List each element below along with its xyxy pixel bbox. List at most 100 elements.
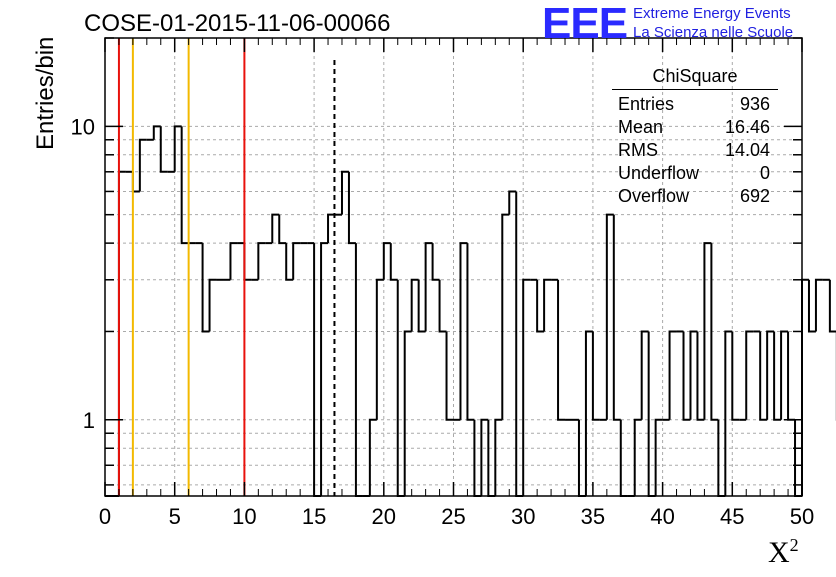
histogram-bin (138, 138, 147, 192)
histogram-bin (494, 418, 503, 496)
histogram-bin (396, 279, 405, 497)
histogram-bin (480, 418, 489, 496)
histogram-bin (271, 213, 280, 244)
histogram-bin (605, 213, 614, 420)
logo-line-1: Extreme Energy Events (633, 5, 791, 22)
histogram-bin (543, 278, 552, 332)
histogram-bin (173, 125, 182, 172)
histogram-bin (787, 331, 796, 421)
histogram-bin (536, 279, 545, 333)
stats-row-entries: Entries 936 (612, 94, 778, 117)
x-tick-label: 10 (232, 504, 256, 529)
x-tick-label: 40 (650, 504, 674, 529)
x-tick-label: 45 (720, 504, 744, 529)
histogram-bin (327, 213, 336, 244)
histogram-bin (515, 191, 524, 497)
histogram-bin (591, 331, 600, 421)
logo-line-2: La Scienza nelle Scuole (633, 24, 794, 41)
histogram-bin (131, 171, 140, 193)
stats-value: 0 (759, 163, 770, 183)
x-tick-label: 20 (372, 504, 396, 529)
histogram-bin (152, 125, 161, 140)
x-axis-label-sup: 2 (789, 535, 799, 555)
histogram-bin (703, 242, 712, 420)
histogram-bin (410, 278, 419, 332)
x-tick-label: 5 (169, 504, 181, 529)
histogram-bin (438, 279, 447, 333)
histogram-bin (745, 330, 754, 420)
stats-value: 14.04 (724, 140, 770, 160)
x-tick-label: 50 (790, 504, 814, 529)
histogram-bin (229, 242, 238, 280)
histogram-bin (180, 126, 189, 245)
stats-label: Underflow (618, 163, 700, 183)
x-tick-label: 0 (99, 504, 111, 529)
histogram-bin (814, 278, 823, 332)
histogram-bin (773, 331, 782, 421)
y-tick-label: 1 (83, 408, 95, 433)
histogram-bin (403, 330, 412, 496)
histogram-bin (557, 279, 566, 421)
histogram-bin (382, 242, 391, 280)
histogram-bin (612, 214, 621, 421)
histogram-bin (257, 242, 266, 280)
histogram-bin (459, 242, 468, 420)
stats-row-underflow: Underflow 0 (612, 163, 778, 186)
histogram-bin (347, 171, 356, 245)
y-tick-label: 10 (71, 114, 95, 139)
histogram-bin (292, 242, 301, 280)
stats-box: ChiSquare Entries 936 Mean 16.46 RMS 14.… (612, 66, 778, 209)
stats-row-overflow: Overflow 692 (612, 186, 778, 209)
histogram-bin (828, 279, 836, 333)
histogram-bin (522, 278, 531, 496)
histogram-bin (424, 242, 433, 332)
y-axis-label: Entries/bin (32, 36, 59, 150)
histogram-bin (689, 330, 698, 420)
chart-title: COSE-01-2015-11-06-00066 (84, 10, 391, 37)
histogram-bin (117, 170, 126, 496)
histogram-bin (724, 330, 733, 496)
histogram-bin (320, 242, 329, 496)
histogram-bin (285, 243, 294, 281)
eee-logo: EEE Extreme Energy Events La Scienza nel… (542, 2, 793, 46)
x-axis-label: X2 (768, 535, 799, 570)
histogram-bin (159, 126, 168, 173)
histogram-bin (431, 243, 440, 281)
histogram-bin (375, 278, 384, 420)
histogram-bin (668, 330, 677, 420)
histogram-bin (208, 278, 217, 332)
histogram-bin (368, 418, 377, 496)
histogram-bin (201, 243, 210, 333)
eee-logo-mark: EEE (542, 0, 628, 48)
histogram-bin (801, 278, 809, 496)
histogram-bin (243, 243, 252, 281)
histogram-bin (501, 213, 510, 420)
stats-label: Overflow (618, 186, 690, 206)
stats-label: Entries (618, 94, 675, 114)
x-tick-label: 35 (581, 504, 605, 529)
histogram-bin (340, 170, 349, 215)
x-tick-label: 30 (511, 504, 535, 529)
histogram-bin (640, 330, 649, 420)
stats-value: 16.46 (724, 117, 770, 137)
histogram-bin (417, 279, 426, 333)
stats-row-rms: RMS 14.04 (612, 140, 778, 163)
histogram-bin (633, 418, 642, 496)
histogram-bin (278, 214, 287, 245)
histogram-bin (508, 190, 517, 215)
stats-row-mean: Mean 16.46 (612, 117, 778, 140)
histogram-bin (389, 243, 398, 281)
x-axis-label-base: X (768, 536, 790, 569)
stats-value: 692 (739, 186, 770, 206)
histogram-bin (710, 243, 719, 421)
histogram-bin (731, 331, 740, 421)
histogram-bin (780, 330, 789, 420)
histogram-bin (696, 331, 705, 421)
x-tick-label: 15 (302, 504, 326, 529)
histogram-bin (759, 331, 768, 421)
histogram-bin (445, 331, 454, 421)
histogram-bin (466, 243, 475, 421)
histogram-bin (354, 243, 363, 497)
histogram-bin (654, 418, 663, 496)
